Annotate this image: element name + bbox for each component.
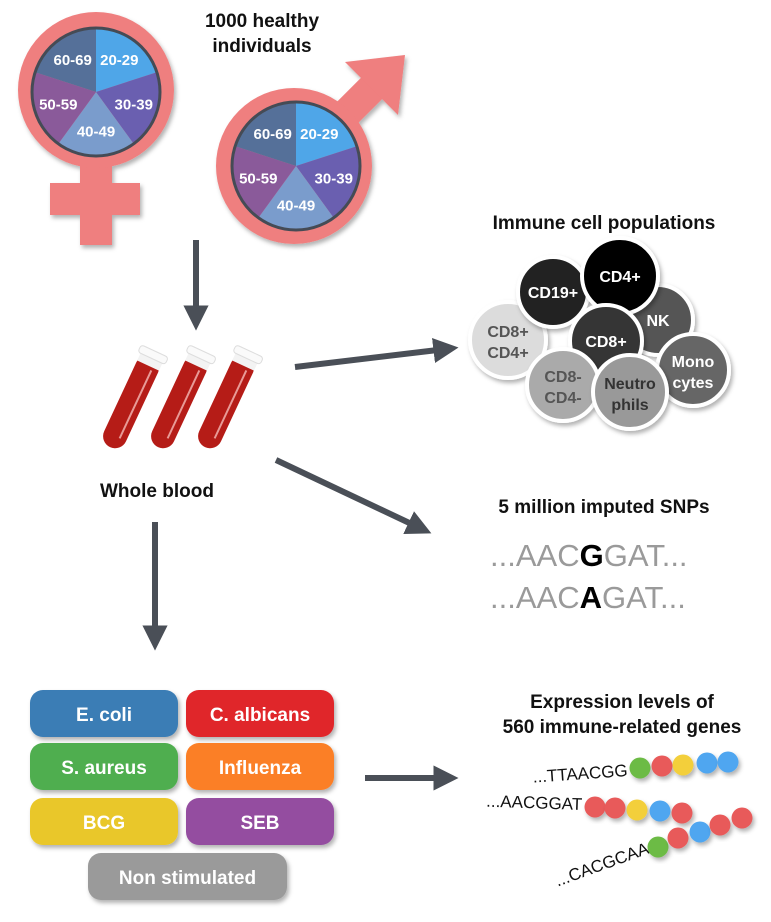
age-group-label: 30-39 — [315, 170, 353, 187]
cell-label: CD8+ — [585, 334, 626, 351]
pie-slice — [296, 146, 360, 218]
expression-bead — [731, 807, 753, 829]
pie-slice — [58, 92, 134, 157]
stimulus-influenza: Influenza — [186, 743, 334, 790]
expression-bead — [629, 757, 651, 779]
stimulus-label: S. aureus — [61, 758, 147, 779]
cell-label: CD4- — [544, 390, 581, 407]
cohort-title-line1: 1000 healthy — [205, 11, 319, 32]
pie-slice — [258, 166, 334, 231]
blood-tube — [151, 345, 216, 449]
blood-tube — [103, 345, 168, 449]
snp-seq-2: ...AACAGAT... — [490, 580, 686, 615]
stimulus-label: E. coli — [76, 705, 132, 726]
cell-label: CD8- — [544, 369, 581, 386]
age-group-label: 20-29 — [300, 126, 338, 143]
stimulus-e-coli: E. coli — [30, 690, 178, 737]
pie-slice — [296, 102, 357, 166]
gene-strand: ...AACGGAT — [486, 792, 693, 824]
stimulus-label: BCG — [83, 813, 125, 834]
expression-title-line2: 560 immune-related genes — [503, 717, 742, 738]
snp-sequences: ...AACGGAT... ...AACAGAT... — [490, 538, 688, 615]
age-group-label: 20-29 — [100, 52, 138, 69]
cell-label: NK — [646, 313, 670, 330]
stimulus-seb: SEB — [186, 798, 334, 845]
expression-bead — [717, 751, 739, 773]
age-group-label: 60-69 — [53, 52, 91, 69]
pie-slice — [235, 102, 296, 166]
expression-bead — [671, 802, 693, 824]
age-group-label: 50-59 — [39, 96, 77, 113]
immune-cell: Mono cytes — [655, 332, 731, 408]
expression-bead — [647, 836, 669, 858]
cell-label: CD4+ — [599, 269, 640, 286]
gene-sequence: ...CACGCAA — [553, 839, 652, 891]
age-group-label: 40-49 — [77, 124, 115, 141]
expression-bead — [667, 827, 689, 849]
expression-title-line1: Expression levels of — [530, 692, 714, 713]
immune-cell: CD8- CD4- — [525, 347, 601, 423]
gene-sequence: ...TTAACGG — [532, 761, 628, 787]
expression-bead — [672, 754, 694, 776]
age-group-label: 40-49 — [277, 198, 315, 215]
snp-title: 5 million imputed SNPs — [498, 497, 709, 518]
cell-label: cytes — [673, 375, 714, 392]
expression-bead — [651, 755, 673, 777]
cell-label: CD4+ — [487, 345, 528, 362]
gene-strand: ...CACGCAA — [553, 807, 753, 891]
cell-label: CD8+ — [487, 324, 528, 341]
age-group-label: 50-59 — [239, 170, 277, 187]
gene-expression-strands: ...TTAACGG ...AACGGAT ...CACGCAA — [486, 751, 753, 891]
gene-strand: ...TTAACGG — [532, 751, 739, 787]
cell-label: CD19+ — [528, 285, 578, 302]
expression-bead — [689, 821, 711, 843]
immune-title: Immune cell populations — [493, 213, 716, 234]
stimuli-panel: E. coli C. albicans S. aureus Influenza BCG S… — [30, 690, 334, 900]
expression-bead — [696, 752, 718, 774]
cell-label: Neutro — [604, 376, 656, 393]
arrow-blood-to-snps — [274, 457, 432, 535]
stimulus-c-albicans: C. albicans — [186, 690, 334, 737]
stimulus-label: C. albicans — [210, 705, 310, 726]
stimulus-non-stimulated: Non stimulated — [88, 853, 287, 900]
pie-slice — [232, 146, 296, 218]
blood-tubes-icon — [103, 345, 263, 449]
cell-label: phils — [611, 397, 648, 414]
immune-cell-cluster: CD8+ CD4+ CD19+ NK CD4+ CD8+ CD8- CD4- Mono cytes… — [468, 236, 731, 431]
blood-tube — [198, 345, 263, 449]
immune-cell: Neutro phils — [591, 353, 669, 431]
stimulus-label: Non stimulated — [119, 868, 256, 889]
stimulus-label: SEB — [240, 813, 279, 834]
cohort-title-line2: individuals — [212, 36, 311, 57]
cell-label: Mono — [672, 354, 715, 371]
expression-bead — [709, 814, 731, 836]
expression-bead — [584, 796, 606, 818]
pie-slice — [96, 72, 161, 144]
whole-blood-label: Whole blood — [100, 481, 214, 502]
expression-bead — [626, 799, 648, 821]
gene-sequence: ...AACGGAT — [486, 792, 583, 814]
pie-slice — [32, 72, 96, 144]
age-group-label: 30-39 — [115, 96, 153, 113]
snp-seq-1: ...AACGGAT... — [490, 538, 688, 573]
age-group-label: 60-69 — [253, 126, 291, 143]
flow-arrows — [142, 240, 459, 791]
pie-slice — [96, 28, 157, 92]
expression-bead — [604, 797, 626, 819]
stimulus-label: Influenza — [219, 758, 302, 779]
immune-cell: CD4+ — [580, 236, 660, 316]
stimulus-bcg: BCG — [30, 798, 178, 845]
expression-bead — [649, 800, 671, 822]
immune-cell: CD8+ CD4+ — [468, 300, 548, 380]
arrow-blood-to-cells — [294, 337, 459, 370]
pie-slice — [35, 28, 96, 92]
stimulus-s-aureus: S. aureus — [30, 743, 178, 790]
